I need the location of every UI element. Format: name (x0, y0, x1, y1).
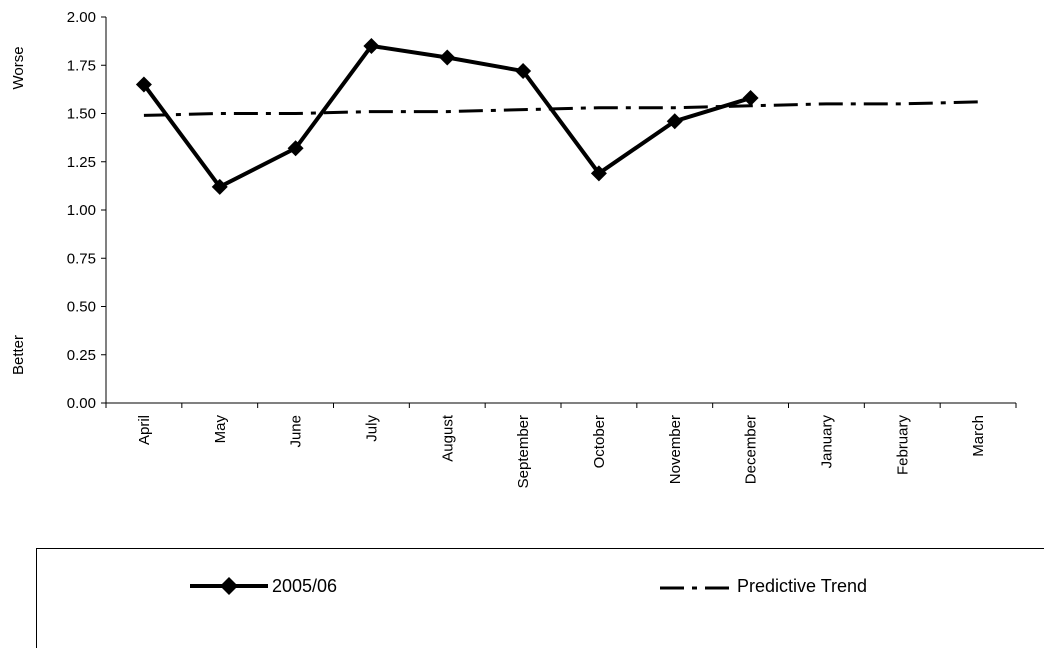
x-tick-label: January (818, 415, 835, 469)
y-tick-label: 2.00 (67, 9, 96, 26)
x-tick-label: March (970, 415, 987, 457)
y-label-worse: Worse (10, 46, 27, 89)
y-tick-label: 1.25 (67, 154, 96, 171)
x-axis-ticks: April May June July August September October No… (105, 403, 1017, 488)
y-label-better: Better (10, 335, 27, 375)
y-tick-label: 0.75 (67, 250, 96, 267)
axes (105, 17, 1016, 404)
data-point-2005-06 (211, 178, 228, 195)
y-tick-label: 0.25 (67, 347, 96, 364)
x-tick-label: June (288, 415, 305, 448)
y-axis-ticks: 0.00 0.25 0.50 0.75 1.00 1.25 1.50 1.75 2.00 (67, 9, 106, 412)
y-tick-label: 1.75 (67, 57, 96, 74)
data-point-2005-06 (439, 49, 456, 66)
x-tick-label: November (667, 415, 684, 484)
y-tick-label: 1.50 (67, 106, 96, 123)
line-chart: 0.00 0.25 0.50 0.75 1.00 1.25 1.50 1.75 2.00 Apr… (10, 9, 1017, 488)
series-line-2005-06 (142, 43, 752, 190)
data-point-2005-06 (287, 140, 304, 157)
data-point-2005-06 (742, 90, 759, 107)
x-tick-label: August (439, 414, 456, 462)
y-tick-label: 0.50 (67, 299, 96, 316)
x-tick-label: September (515, 415, 532, 488)
data-point-2005-06 (135, 76, 152, 93)
y-tick-label: 1.00 (67, 202, 96, 219)
data-point-2005-06 (363, 37, 380, 54)
x-tick-label: December (743, 415, 760, 484)
legend (36, 548, 1044, 648)
data-point-2005-06 (515, 63, 532, 80)
x-tick-label: May (212, 415, 229, 444)
data-point-2005-06 (666, 113, 683, 130)
series-layer (135, 37, 979, 195)
y-tick-label: 0.00 (67, 395, 96, 412)
series-line-predictive-trend (143, 100, 979, 117)
x-tick-label: October (591, 415, 608, 468)
x-tick-label: April (136, 415, 153, 445)
x-tick-label: July (363, 415, 380, 442)
x-tick-label: February (894, 415, 911, 476)
data-point-2005-06 (590, 165, 607, 182)
